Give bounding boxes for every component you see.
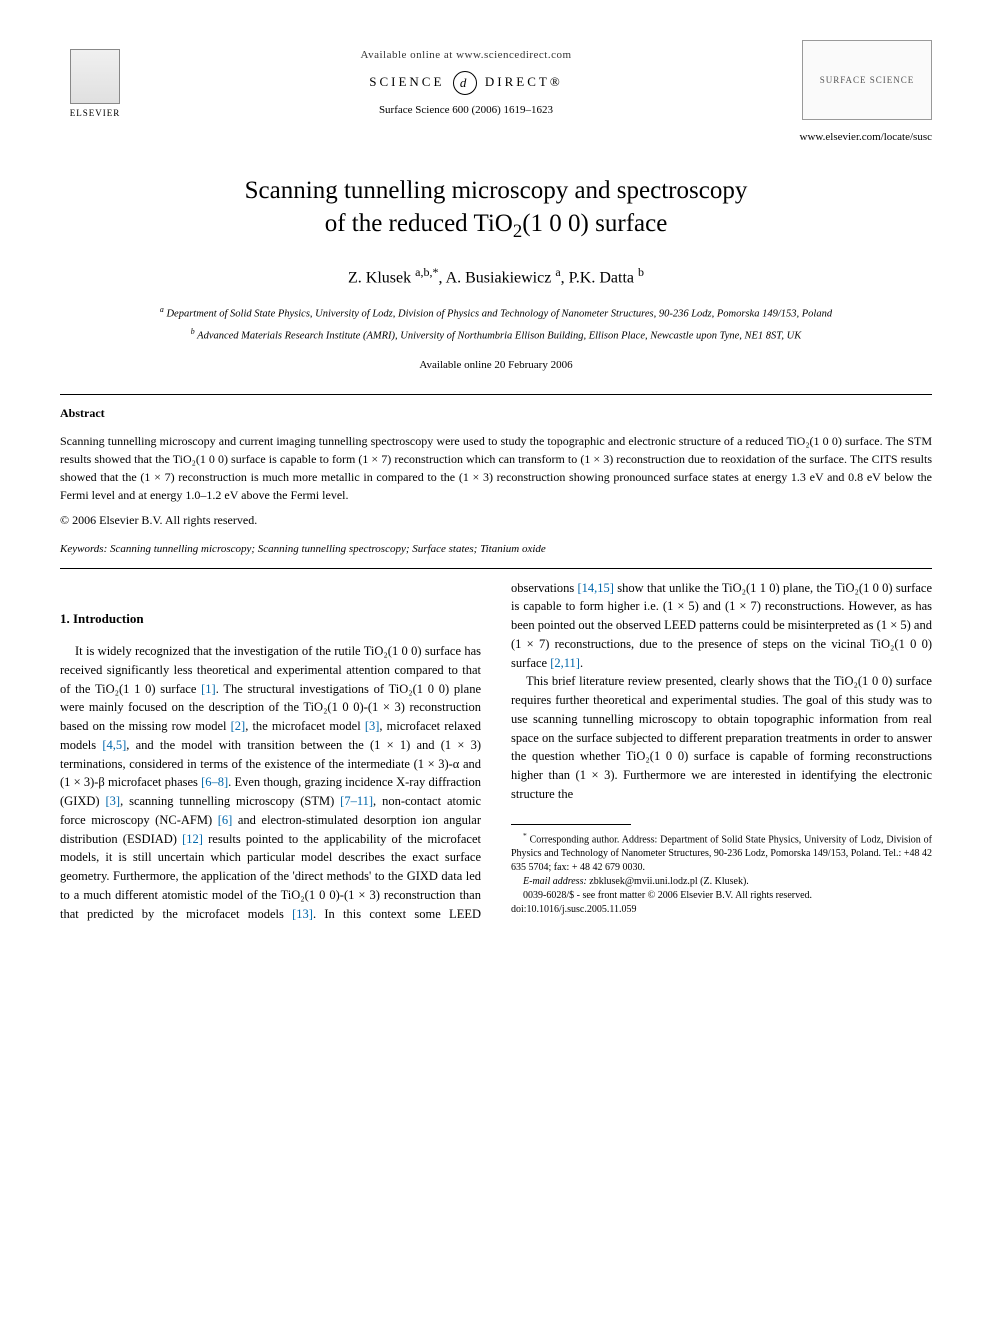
- ref-7-11[interactable]: [7–11]: [340, 794, 373, 808]
- footer-doi: doi:10.1016/j.susc.2005.11.059: [511, 904, 636, 915]
- rule-bottom: [60, 568, 932, 569]
- sd-left: SCIENCE: [369, 74, 444, 89]
- journal-citation: Surface Science 600 (2006) 1619–1623: [130, 103, 802, 118]
- title-line-2b: (1 0 0) surface: [522, 210, 667, 237]
- author-3-aff: b: [638, 265, 644, 279]
- footer-line-1: 0039-6028/$ - see front matter © 2006 El…: [523, 890, 812, 901]
- journal-url[interactable]: www.elsevier.com/locate/susc: [60, 130, 932, 145]
- abstract-text: Scanning tunnelling microscopy and curre…: [60, 432, 932, 504]
- aff-b-text: Advanced Materials Research Institute (A…: [195, 331, 802, 342]
- section-1-heading: 1. Introduction: [60, 609, 481, 629]
- intro-para-2: This brief literature review presented, …: [511, 672, 932, 803]
- affiliation-a: a Department of Solid State Physics, Uni…: [60, 304, 932, 322]
- ref-3b[interactable]: [3]: [105, 794, 120, 808]
- email-label: E-mail address:: [523, 876, 587, 887]
- p1g: , scanning tunnelling microscopy (STM): [120, 794, 340, 808]
- ref-12[interactable]: [12]: [182, 832, 203, 846]
- ref-2[interactable]: [2]: [231, 719, 246, 733]
- abstract-heading: Abstract: [60, 405, 932, 422]
- email-address[interactable]: zbklusek@mvii.uni.lodz.pl: [587, 876, 698, 887]
- ref-4-5[interactable]: [4,5]: [102, 738, 126, 752]
- rule-top: [60, 394, 932, 395]
- ref-13[interactable]: [13]: [292, 907, 313, 921]
- sd-right: DIRECT®: [485, 74, 563, 89]
- title-line-1: Scanning tunnelling microscopy and spect…: [245, 177, 748, 204]
- author-3: , P.K. Datta: [561, 270, 638, 287]
- corresponding-author-footnote: * Corresponding author. Address: Departm…: [511, 831, 932, 875]
- sciencedirect-logo: SCIENCE d DIRECT®: [130, 71, 802, 95]
- keywords: Keywords: Scanning tunnelling microscopy…: [60, 542, 932, 557]
- journal-cover-box: SURFACE SCIENCE: [802, 40, 932, 120]
- journal-box-wrap: SURFACE SCIENCE: [802, 40, 932, 120]
- available-online-text: Available online at www.sciencedirect.co…: [130, 48, 802, 63]
- keywords-label: Keywords:: [60, 543, 107, 555]
- title-line-2a: of the reduced TiO: [325, 210, 513, 237]
- p1m: .: [580, 656, 583, 670]
- ref-1[interactable]: [1]: [201, 682, 216, 696]
- publisher-name: ELSEVIER: [70, 107, 121, 120]
- ref-14-15[interactable]: [14,15]: [578, 581, 614, 595]
- affiliation-b: b Advanced Materials Research Institute …: [60, 326, 932, 344]
- author-2: , A. Busiakiewicz: [438, 270, 555, 287]
- author-1-aff: a,b,*: [415, 265, 438, 279]
- center-header: Available online at www.sciencedirect.co…: [130, 40, 802, 119]
- body-columns: 1. Introduction It is widely recognized …: [60, 579, 932, 924]
- p1c: , the microfacet model: [245, 719, 365, 733]
- abstract-copyright: © 2006 Elsevier B.V. All rights reserved…: [60, 512, 932, 529]
- elsevier-tree-icon: [70, 49, 120, 104]
- elsevier-logo: ELSEVIER: [60, 40, 130, 120]
- ref-3[interactable]: [3]: [365, 719, 380, 733]
- title-sub: 2: [513, 221, 522, 242]
- ref-6-8[interactable]: [6–8]: [201, 775, 228, 789]
- aff-a-text: Department of Solid State Physics, Unive…: [164, 308, 832, 319]
- corr-text: Corresponding author. Address: Departmen…: [511, 834, 932, 873]
- footer-copyright: 0039-6028/$ - see front matter © 2006 El…: [511, 889, 932, 917]
- ref-2-11[interactable]: [2,11]: [550, 656, 580, 670]
- author-1: Z. Klusek: [348, 270, 415, 287]
- header-row: ELSEVIER Available online at www.science…: [60, 40, 932, 120]
- sd-d-icon: d: [453, 71, 477, 95]
- authors: Z. Klusek a,b,*, A. Busiakiewicz a, P.K.…: [60, 264, 932, 290]
- footnote-separator: [511, 824, 631, 825]
- email-footnote: E-mail address: zbklusek@mvii.uni.lodz.p…: [511, 875, 932, 889]
- article-title: Scanning tunnelling microscopy and spect…: [60, 175, 932, 244]
- email-name: (Z. Klusek).: [698, 876, 749, 887]
- available-date: Available online 20 February 2006: [60, 358, 932, 373]
- ref-6[interactable]: [6]: [218, 813, 233, 827]
- keywords-text: Scanning tunnelling microscopy; Scanning…: [107, 543, 546, 555]
